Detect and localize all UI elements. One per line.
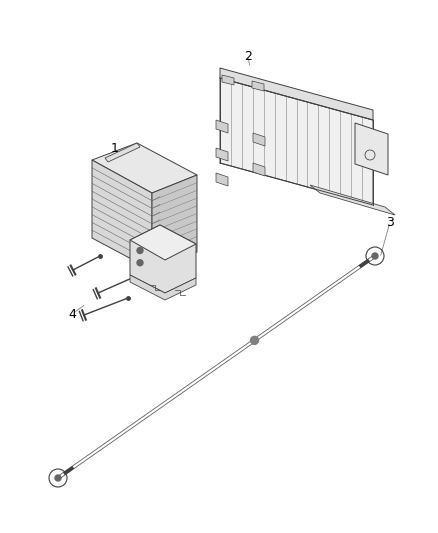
Polygon shape [216, 173, 228, 186]
Polygon shape [220, 68, 373, 120]
Polygon shape [130, 225, 196, 260]
Polygon shape [92, 143, 197, 193]
Circle shape [55, 475, 61, 481]
Circle shape [372, 253, 378, 259]
Polygon shape [252, 81, 264, 91]
Polygon shape [105, 143, 140, 162]
Polygon shape [152, 175, 197, 270]
Text: 4: 4 [68, 308, 76, 320]
Polygon shape [216, 120, 228, 133]
Circle shape [251, 336, 258, 344]
Circle shape [137, 247, 143, 254]
Polygon shape [253, 163, 265, 176]
Polygon shape [216, 148, 228, 161]
Polygon shape [222, 75, 234, 85]
Text: 2: 2 [244, 50, 252, 62]
Polygon shape [220, 78, 373, 205]
Polygon shape [355, 123, 388, 175]
Polygon shape [130, 275, 196, 300]
Circle shape [137, 260, 143, 266]
Polygon shape [310, 185, 395, 215]
Polygon shape [130, 225, 196, 293]
Text: 1: 1 [111, 141, 119, 155]
Polygon shape [92, 160, 152, 270]
Polygon shape [253, 133, 265, 146]
Text: 3: 3 [386, 215, 394, 229]
